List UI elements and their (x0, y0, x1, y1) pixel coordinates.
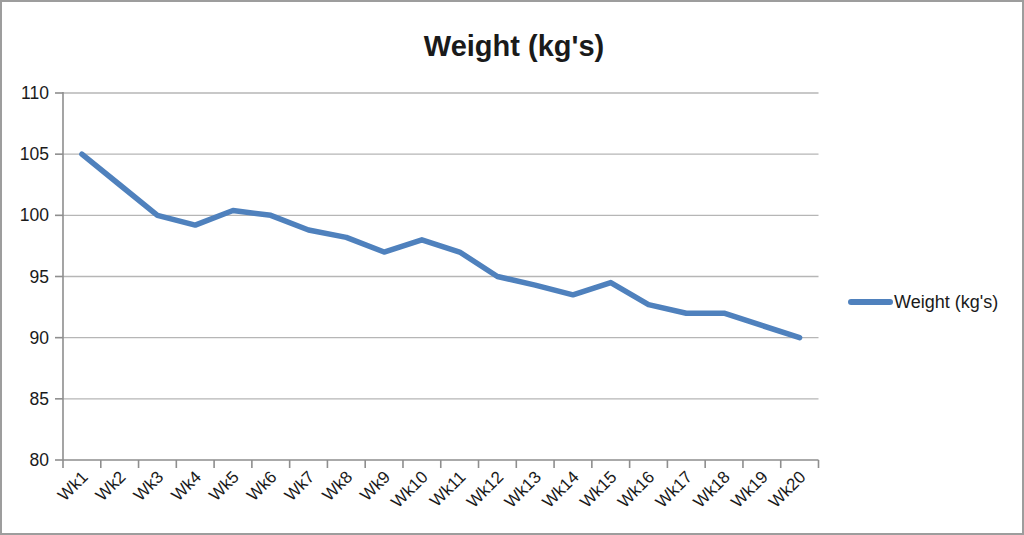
x-axis-label: Wk17 (652, 467, 696, 511)
x-axis-label: Wk12 (463, 467, 507, 511)
data-line-weight-series (82, 154, 800, 337)
x-axis-label: Wk18 (690, 467, 734, 511)
x-axis-label: Wk16 (614, 467, 658, 511)
legend-line-marker (848, 299, 893, 305)
y-axis-label: 105 (20, 144, 49, 164)
x-axis-label: Wk14 (539, 467, 583, 511)
excel-line-chart[interactable]: Weight (kg's) 80 85 90 95 100 105 110 Wk1Wk2Wk3… (0, 0, 1024, 535)
x-axis-label: Wk4 (168, 467, 205, 504)
x-axis-label: Wk15 (576, 467, 620, 511)
x-axis-label: Wk6 (243, 467, 280, 504)
y-axis-label: 80 (30, 450, 50, 470)
legend: Weight (kg's) (848, 290, 998, 314)
y-axis-label: 95 (30, 267, 49, 287)
y-axis-label: 110 (21, 83, 49, 103)
y-axis-label: 85 (30, 389, 49, 409)
y-axis-label: 90 (30, 328, 50, 348)
y-axis-label: 100 (20, 205, 49, 225)
x-axis-label: Wk7 (281, 467, 318, 504)
x-axis-label: Wk5 (205, 467, 242, 504)
legend-label: Weight (kg's) (894, 292, 998, 313)
x-axis-label: Wk11 (426, 467, 469, 510)
x-axis-label: Wk13 (501, 467, 545, 511)
x-axis-label: Wk20 (765, 467, 809, 511)
x-axis-label: Wk10 (388, 467, 432, 511)
x-axis-label: Wk2 (92, 467, 129, 504)
x-axis-label: Wk19 (727, 467, 771, 511)
plot-area: 80859095100105110Wk1Wk2Wk3Wk4Wk5Wk6Wk7Wk… (2, 2, 1024, 535)
x-axis-label: Wk1 (54, 467, 91, 504)
x-axis-label: Wk8 (319, 467, 356, 504)
x-axis-label: Wk3 (130, 467, 167, 504)
